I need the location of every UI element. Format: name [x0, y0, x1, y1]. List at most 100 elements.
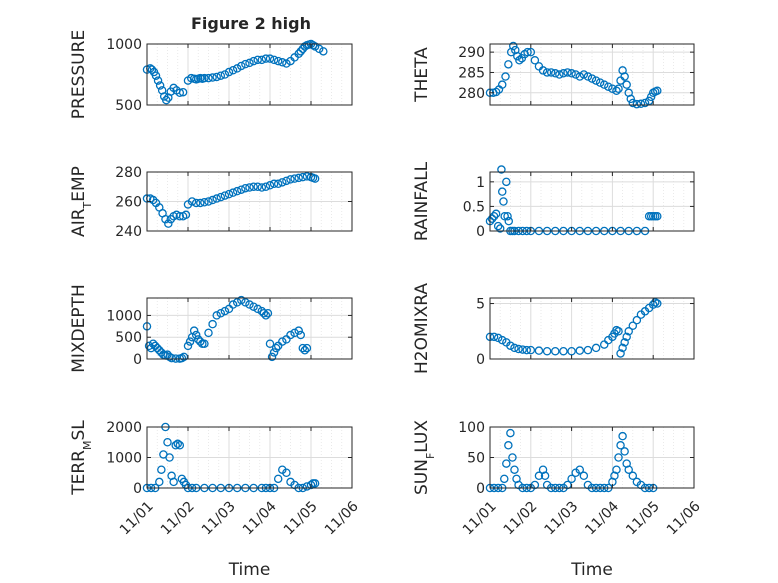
data-point — [167, 353, 176, 363]
data-point — [253, 182, 262, 191]
data-point — [245, 58, 254, 68]
data-point — [278, 58, 287, 67]
data-point — [620, 447, 629, 456]
axes-box — [489, 43, 695, 106]
data-point — [624, 465, 633, 474]
data-point — [286, 175, 295, 184]
data-point — [282, 176, 291, 186]
y-tick-label: 290 — [458, 45, 485, 61]
data-point — [257, 55, 267, 65]
data-point — [269, 179, 279, 189]
y-tick-label: 1000 — [106, 37, 142, 53]
data-point — [608, 84, 617, 93]
data-point — [216, 71, 226, 80]
y-tick-label: 280 — [458, 86, 485, 102]
data-point — [269, 348, 279, 357]
data-point — [216, 192, 226, 202]
data-point — [567, 69, 576, 78]
data-point — [506, 341, 515, 350]
data-point — [502, 459, 511, 468]
data-point — [232, 298, 242, 307]
y-tick-label: 280 — [115, 165, 142, 181]
data-point — [216, 308, 226, 318]
data-point — [298, 343, 308, 353]
data-point — [587, 74, 597, 83]
data-point — [273, 474, 283, 484]
y-axis-label: AIRTEMP — [69, 166, 94, 237]
data-point — [185, 337, 195, 346]
data-point — [196, 337, 205, 346]
data-point — [614, 84, 623, 93]
data-point — [151, 71, 161, 80]
data-point — [526, 345, 536, 355]
y-tick-label: 500 — [115, 98, 142, 114]
data-point — [504, 60, 513, 69]
data-point — [500, 474, 509, 484]
data-point — [200, 197, 209, 207]
data-point — [591, 343, 601, 353]
data-point — [500, 211, 509, 221]
data-point — [179, 352, 189, 362]
data-point — [497, 187, 507, 196]
plot-area — [490, 172, 694, 231]
data-point — [269, 55, 279, 65]
data-point — [163, 437, 172, 447]
data-point — [241, 183, 250, 193]
data-point — [497, 335, 507, 345]
data-point — [567, 346, 576, 356]
data-point — [208, 195, 217, 205]
data-point — [493, 333, 503, 343]
data-point — [563, 68, 572, 77]
data-point — [624, 327, 633, 336]
data-point — [510, 465, 519, 474]
data-point — [518, 345, 527, 354]
data-point — [278, 337, 287, 346]
data-point — [169, 477, 178, 487]
data-point — [319, 47, 328, 56]
data-point — [175, 211, 185, 221]
data-point — [261, 311, 271, 320]
data-point — [265, 54, 275, 63]
data-point — [306, 480, 316, 490]
data-point — [583, 72, 593, 81]
data-point — [515, 56, 524, 65]
data-point — [491, 209, 501, 219]
data-point — [286, 330, 295, 340]
data-point — [204, 328, 213, 338]
axes-box — [489, 297, 695, 360]
data-point — [232, 64, 242, 73]
data-point — [497, 80, 507, 89]
data-point — [282, 59, 291, 68]
data-point — [155, 477, 164, 487]
data-point — [208, 73, 217, 82]
axes-box — [146, 297, 353, 360]
data-point — [616, 349, 625, 358]
data-point — [189, 326, 199, 335]
data-point — [296, 47, 305, 56]
data-point — [220, 306, 230, 316]
data-point — [178, 87, 188, 97]
data-point — [224, 67, 234, 77]
data-point — [191, 330, 201, 340]
y-tick-label: 100 — [458, 420, 485, 436]
y-tick-label: 1000 — [106, 308, 142, 324]
data-point — [153, 76, 163, 85]
data-point — [499, 197, 508, 206]
data-point — [237, 185, 246, 194]
subplot-2: 280 285 290 THETA — [412, 41, 695, 109]
data-point — [267, 352, 277, 362]
data-point — [228, 300, 238, 309]
data-point — [245, 183, 254, 192]
data-point — [282, 468, 291, 477]
data-point — [273, 56, 283, 66]
data-point — [612, 465, 621, 474]
y-tick-label: 0.5 — [463, 199, 485, 215]
data-point — [495, 224, 505, 233]
y-axis-label: RAINFALL — [412, 161, 432, 241]
data-point — [653, 299, 662, 308]
data-point — [540, 471, 550, 481]
y-tick-label: 1 — [476, 175, 485, 191]
data-point — [653, 86, 662, 96]
y-axis-label: PRESSURE — [69, 30, 89, 119]
y-tick-label: 285 — [458, 65, 485, 81]
